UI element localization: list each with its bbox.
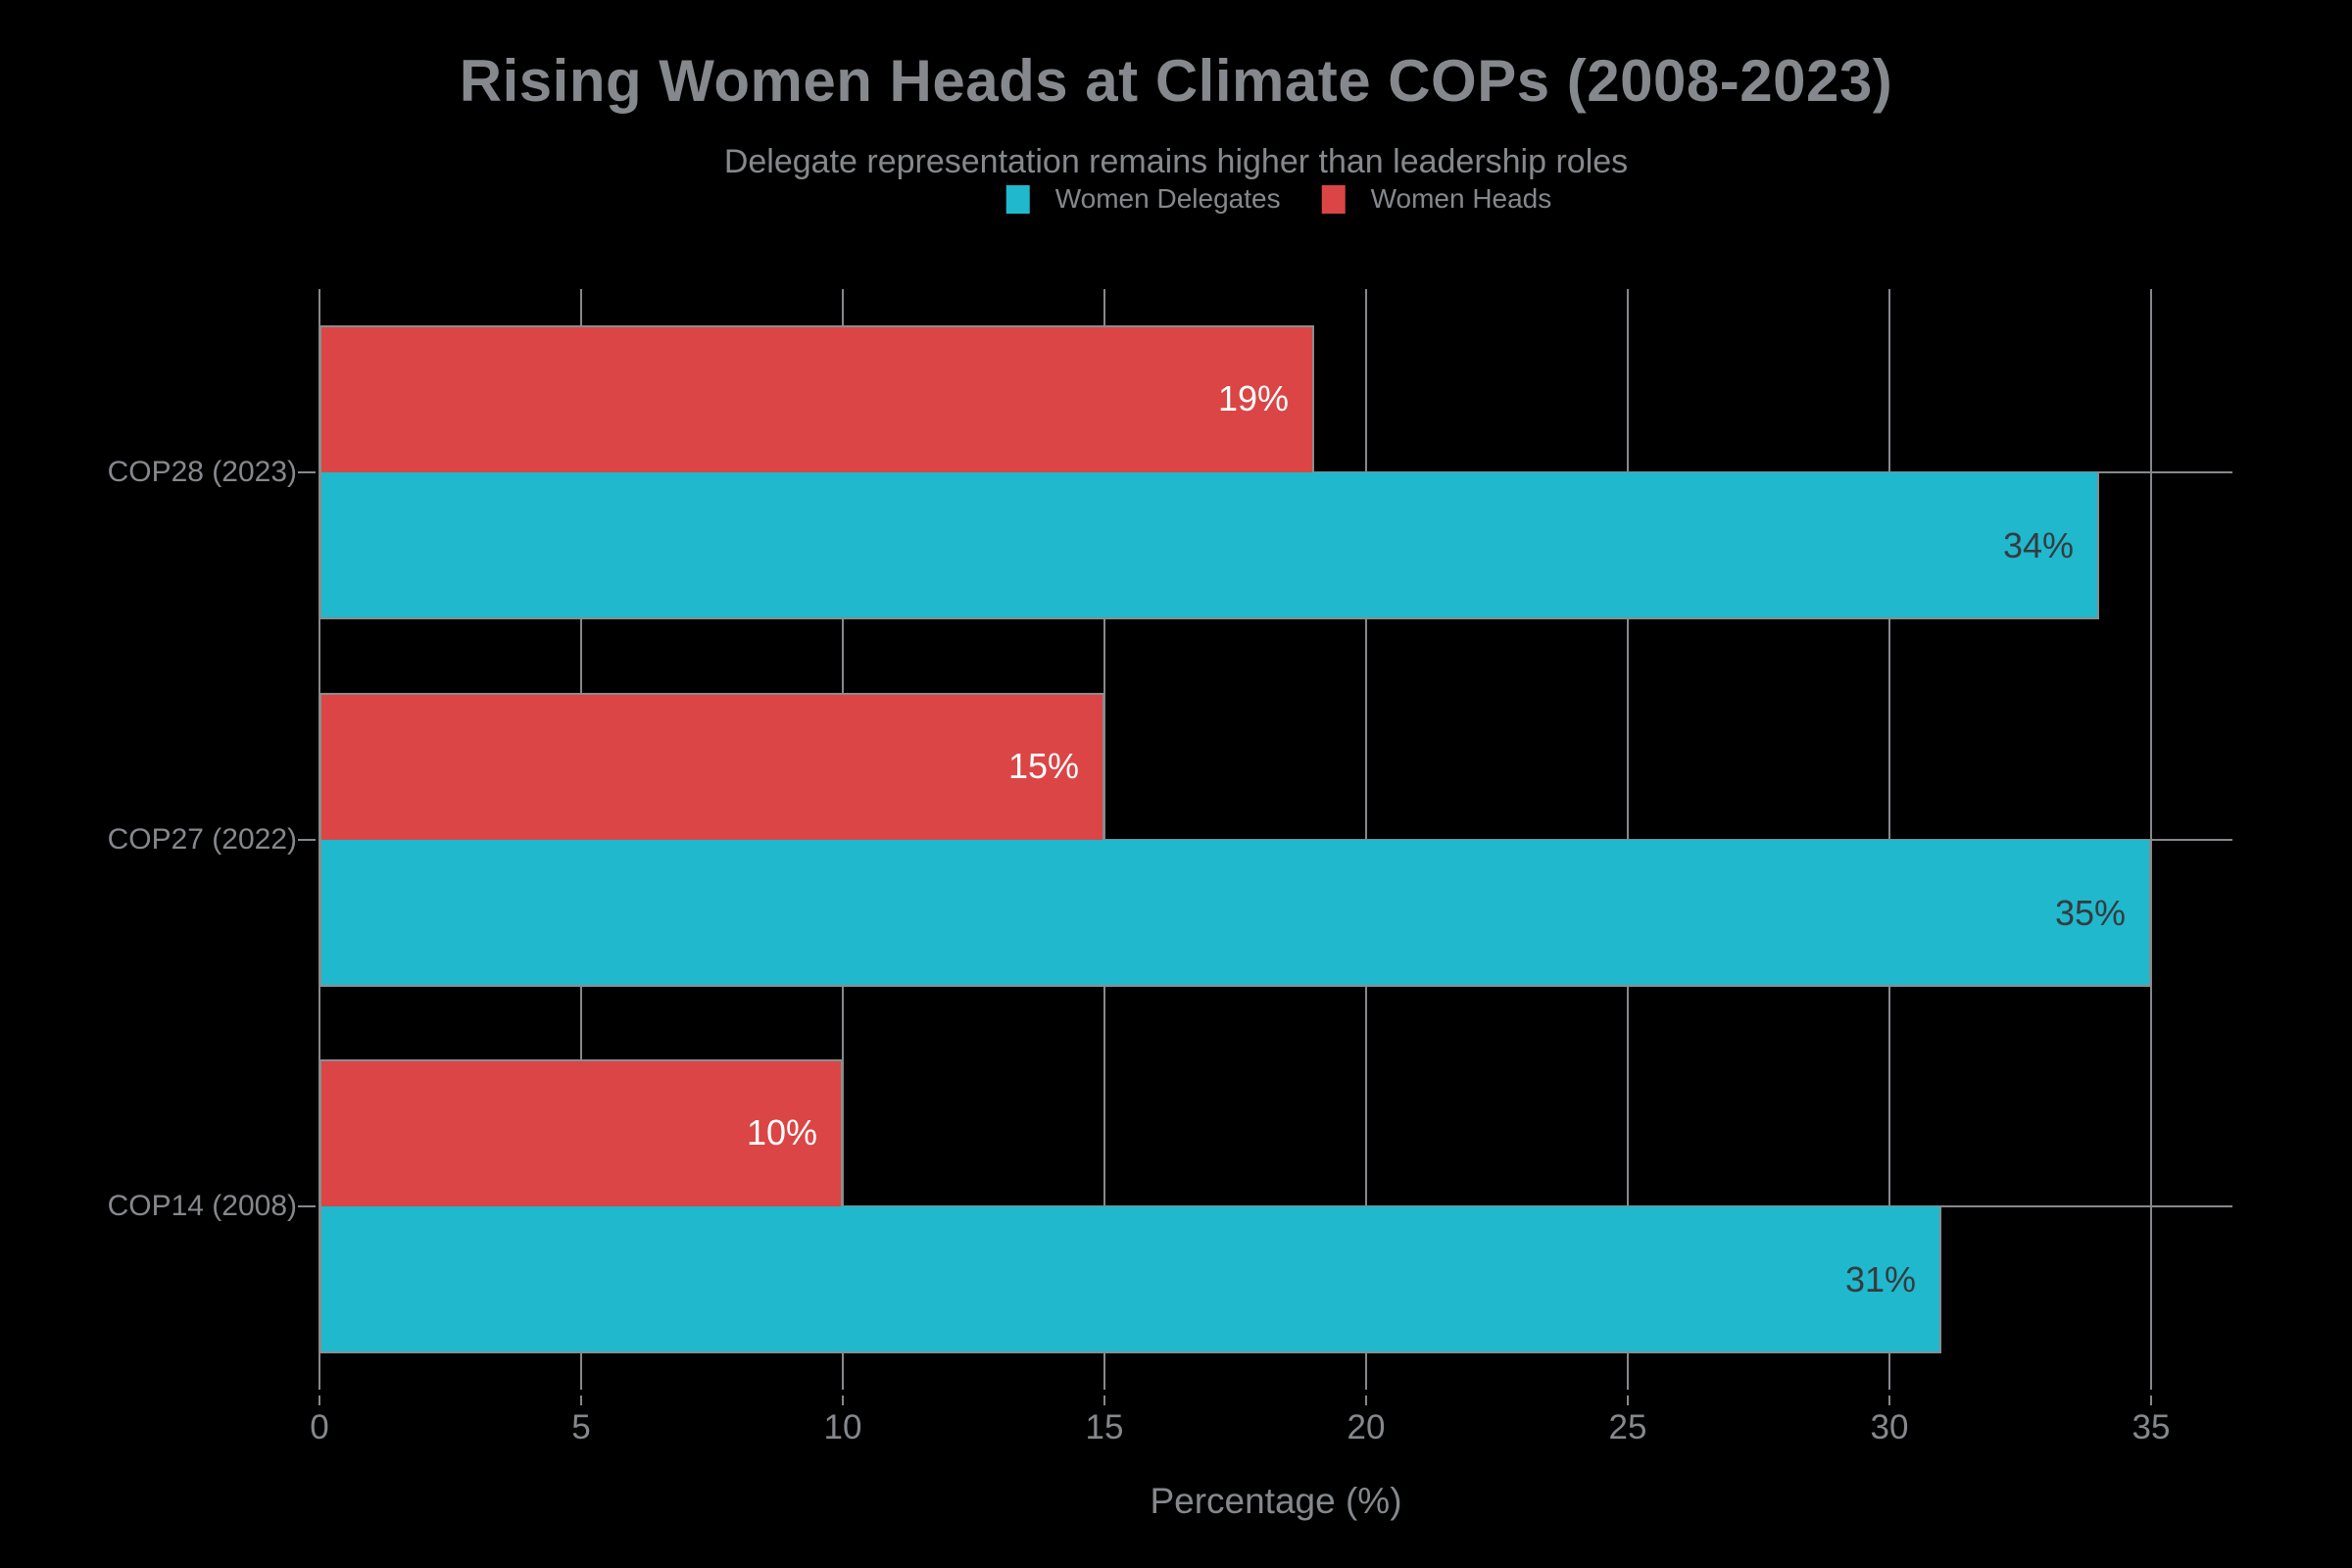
bar-women-delegates-cop14-2008- bbox=[319, 1206, 1941, 1353]
x-tick-label: 20 bbox=[1347, 1408, 1386, 1446]
x-tick-label: 5 bbox=[571, 1408, 591, 1446]
y-tick bbox=[298, 471, 316, 473]
x-tick bbox=[1627, 1396, 1629, 1405]
bar-value-label: 34% bbox=[2002, 525, 2074, 565]
x-axis-title: Percentage (%) bbox=[1150, 1481, 1402, 1521]
bar-women-delegates-cop27-2022- bbox=[319, 840, 2151, 987]
x-tick-label: 30 bbox=[1870, 1408, 1909, 1446]
x-tick bbox=[1888, 1396, 1890, 1405]
legend-item-women-heads[interactable]: Women Heads bbox=[1321, 183, 1552, 215]
legend-label: Women Delegates bbox=[1054, 183, 1281, 214]
x-tick bbox=[580, 1396, 582, 1405]
legend: Women Delegates Women Heads bbox=[1005, 182, 1552, 216]
y-tick bbox=[298, 1205, 316, 1207]
bar-women-heads-cop14-2008- bbox=[319, 1059, 843, 1206]
x-tick-label: 0 bbox=[310, 1408, 329, 1446]
category-label: COP27 (2022) bbox=[107, 823, 297, 856]
legend-label: Women Heads bbox=[1370, 183, 1552, 214]
bar-women-heads-cop27-2022- bbox=[319, 693, 1104, 840]
bar-women-heads-cop28-2023- bbox=[319, 325, 1314, 472]
x-tick bbox=[1103, 1396, 1105, 1405]
legend-item-women-delegates[interactable]: Women Delegates bbox=[1005, 183, 1281, 215]
x-tick bbox=[318, 1396, 320, 1405]
x-tick-label: 10 bbox=[823, 1408, 862, 1446]
y-tick bbox=[298, 839, 316, 841]
chart-title: Rising Women Heads at Climate COPs (2008… bbox=[459, 48, 1893, 114]
bar-value-label: 35% bbox=[2054, 893, 2126, 933]
x-tick-label: 25 bbox=[1608, 1408, 1647, 1446]
bar-value-label: 15% bbox=[1007, 746, 1079, 786]
chart-subtitle: Delegate representation remains higher t… bbox=[723, 143, 1629, 180]
x-tick bbox=[1365, 1396, 1367, 1405]
x-tick bbox=[842, 1396, 844, 1405]
legend-swatch-icon bbox=[1005, 184, 1030, 214]
bar-value-label: 31% bbox=[1844, 1259, 1916, 1299]
bar-women-delegates-cop28-2023- bbox=[319, 472, 2099, 619]
bar-value-label: 19% bbox=[1217, 378, 1289, 418]
category-label: COP28 (2023) bbox=[107, 456, 297, 488]
x-tick-label: 15 bbox=[1085, 1408, 1124, 1446]
legend-swatch-icon bbox=[1321, 184, 1346, 214]
category-label: COP14 (2008) bbox=[107, 1190, 297, 1222]
bar-value-label: 10% bbox=[746, 1112, 817, 1152]
x-tick bbox=[2150, 1396, 2152, 1405]
x-tick-label: 35 bbox=[2132, 1408, 2171, 1446]
